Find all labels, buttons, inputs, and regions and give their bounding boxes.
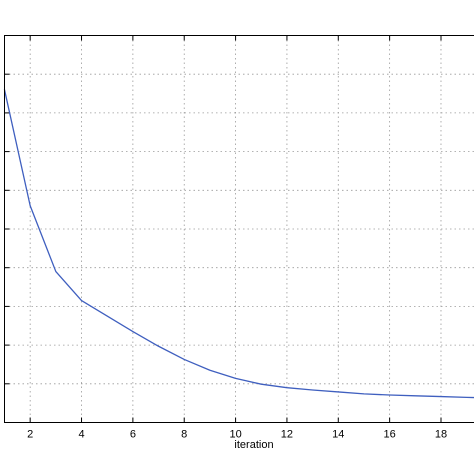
x-tick-label: 12	[281, 429, 293, 441]
series-layer	[3, 89, 474, 399]
x-tick-label: 6	[130, 429, 136, 441]
x-tick-label: 14	[332, 429, 344, 441]
axis-ticks	[4, 35, 442, 423]
x-tick-label: 18	[435, 429, 447, 441]
x-axis-label: iteration	[234, 439, 273, 451]
x-tick-label: 10	[229, 429, 241, 441]
x-tick-label: 8	[181, 429, 187, 441]
plot-frame	[4, 35, 474, 423]
x-tick-label: 2	[27, 429, 33, 441]
x-tick-label: 4	[78, 429, 84, 441]
series-line-1	[3, 89, 474, 399]
tick-labels: 2 4 6 8 10 12 14 16 18	[27, 429, 447, 441]
grid	[4, 35, 474, 423]
x-tick-label: 16	[384, 429, 396, 441]
